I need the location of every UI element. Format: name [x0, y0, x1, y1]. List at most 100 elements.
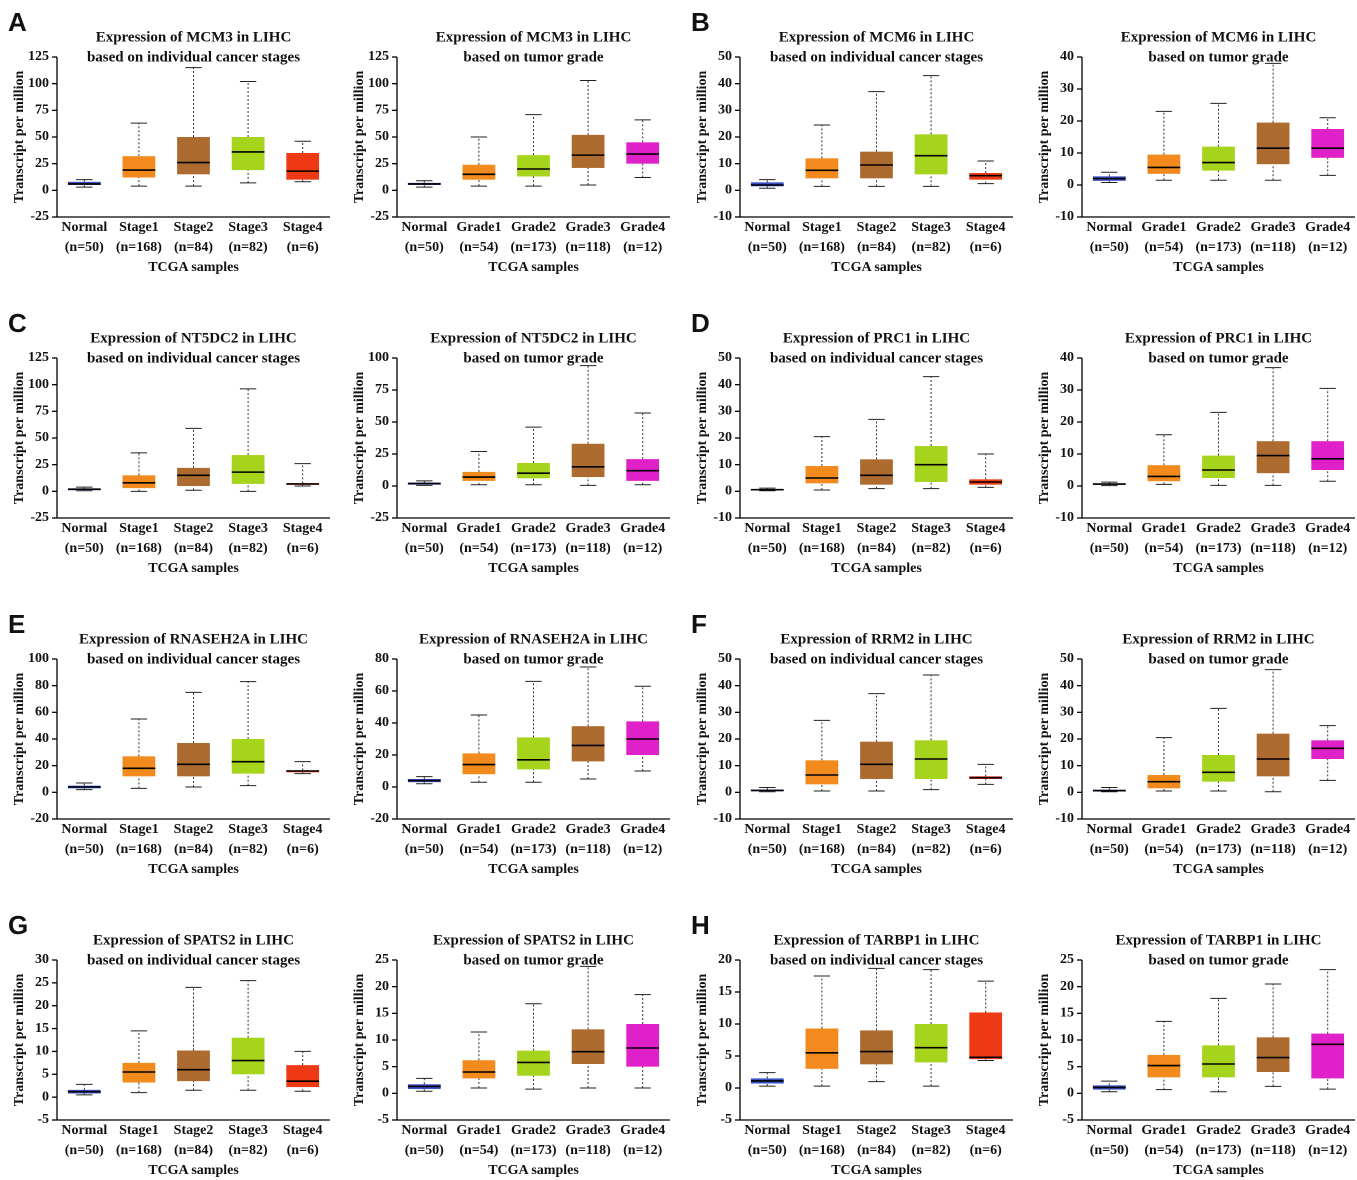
y-tick-label: 60	[35, 705, 49, 720]
sample-size-label: (n=82)	[912, 842, 951, 857]
y-tick-label: 25	[375, 952, 389, 967]
sample-size-label: (n=173)	[1195, 541, 1241, 556]
box	[860, 1030, 893, 1065]
sample-size-label: (n=50)	[748, 842, 787, 857]
sample-size-label: (n=6)	[287, 240, 319, 255]
y-tick-label: 30	[718, 705, 732, 720]
box	[1311, 129, 1345, 158]
x-tick-label: Grade3	[1251, 220, 1296, 235]
box	[571, 134, 605, 168]
x-axis-label: TCGA samples	[148, 1163, 239, 1178]
box	[860, 459, 893, 485]
x-tick-label: Normal	[401, 521, 447, 536]
y-tick-label: 0	[42, 183, 49, 198]
sample-size-label: (n=6)	[970, 240, 1002, 255]
box	[122, 756, 156, 777]
box	[1202, 455, 1235, 478]
box	[571, 726, 605, 762]
y-tick-label: -5	[720, 1112, 732, 1127]
sample-size-label: (n=118)	[565, 1143, 611, 1158]
x-tick-label: Grade2	[511, 521, 556, 536]
x-tick-label: Stage2	[174, 822, 214, 837]
y-tick-label: 80	[375, 651, 389, 666]
y-axis-label: Transcript per million	[12, 974, 27, 1107]
y-tick-label: 10	[718, 457, 732, 472]
chart-title: Expression of MCM3 in LIHC	[96, 29, 292, 45]
x-tick-label: Stage4	[966, 521, 1006, 536]
chart-subtitle: based on individual cancer stages	[770, 350, 983, 366]
y-axis-label: Transcript per million	[352, 71, 367, 204]
x-tick-label: Stage4	[966, 220, 1006, 235]
x-tick-label: Stage4	[283, 1123, 323, 1138]
x-tick-label: Normal	[1086, 220, 1132, 235]
x-tick-label: Grade1	[456, 220, 501, 235]
y-tick-label: 0	[725, 785, 732, 800]
sample-size-label: (n=54)	[459, 240, 498, 255]
y-axis-label: Transcript per million	[1037, 974, 1052, 1107]
chart-subtitle: based on tumor grade	[463, 952, 603, 968]
y-tick-label: 0	[725, 183, 732, 198]
x-tick-label: Normal	[744, 220, 790, 235]
y-tick-label: 10	[35, 1044, 49, 1059]
x-axis-label: TCGA samples	[1173, 561, 1264, 576]
x-tick-label: Stage3	[911, 521, 951, 536]
x-tick-label: Normal	[1086, 822, 1132, 837]
y-tick-label: 100	[368, 350, 389, 365]
sample-size-label: (n=54)	[1144, 1143, 1183, 1158]
panel-label: A	[8, 7, 27, 37]
sample-size-label: (n=84)	[174, 240, 213, 255]
y-tick-label: -20	[30, 811, 49, 826]
x-tick-label: Stage1	[119, 521, 159, 536]
sample-size-label: (n=50)	[1090, 1143, 1129, 1158]
box	[626, 142, 660, 164]
chart-title: Expression of SPATS2 in LIHC	[433, 932, 634, 948]
x-tick-label: Grade2	[1196, 822, 1241, 837]
x-tick-label: Stage1	[802, 220, 842, 235]
y-axis-label: Transcript per million	[1037, 372, 1052, 505]
y-tick-label: -25	[370, 209, 389, 224]
sample-size-label: (n=118)	[1250, 541, 1296, 556]
y-tick-label: 0	[382, 478, 389, 493]
x-tick-label: Stage2	[857, 822, 897, 837]
panel-label: C	[8, 308, 27, 338]
y-tick-label: 40	[375, 715, 389, 730]
x-tick-label: Grade4	[620, 1123, 665, 1138]
y-tick-label: 20	[1060, 113, 1074, 128]
x-tick-label: Stage2	[174, 220, 214, 235]
box	[1147, 154, 1181, 174]
y-tick-label: 10	[1060, 758, 1074, 773]
sample-size-label: (n=12)	[1308, 842, 1347, 857]
x-tick-label: Grade1	[456, 1123, 501, 1138]
y-tick-label: 30	[718, 103, 732, 118]
y-tick-label: -10	[1055, 209, 1074, 224]
sample-size-label: (n=168)	[799, 1143, 845, 1158]
x-tick-label: Grade1	[1141, 1123, 1186, 1138]
y-tick-label: 20	[718, 430, 732, 445]
box	[517, 737, 550, 770]
chart-subtitle: based on individual cancer stages	[770, 651, 983, 667]
y-tick-label: 75	[375, 382, 389, 397]
y-tick-label: -25	[30, 510, 49, 525]
box	[571, 1029, 605, 1064]
sample-size-label: (n=84)	[857, 541, 896, 556]
y-tick-label: 75	[35, 404, 49, 419]
x-tick-label: Stage4	[966, 1123, 1006, 1138]
y-tick-label: 25	[375, 156, 389, 171]
y-tick-label: -5	[377, 1112, 389, 1127]
x-tick-label: Stage4	[966, 822, 1006, 837]
sample-size-label: (n=82)	[229, 240, 268, 255]
chart-title: Expression of NT5DC2 in LIHC	[90, 330, 296, 346]
x-tick-label: Grade3	[566, 521, 611, 536]
x-tick-label: Normal	[401, 220, 447, 235]
y-tick-label: 0	[42, 1089, 49, 1104]
chart-title: Expression of TARBP1 in LIHC	[1116, 932, 1322, 948]
x-tick-label: Stage2	[174, 521, 214, 536]
x-tick-label: Grade4	[1305, 220, 1350, 235]
y-tick-label: 0	[725, 484, 732, 499]
sample-size-label: (n=6)	[287, 541, 319, 556]
box	[231, 739, 265, 774]
y-tick-label: -25	[30, 209, 49, 224]
chart-title: Expression of MCM6 in LIHC	[1121, 29, 1317, 45]
y-tick-label: 50	[718, 651, 732, 666]
